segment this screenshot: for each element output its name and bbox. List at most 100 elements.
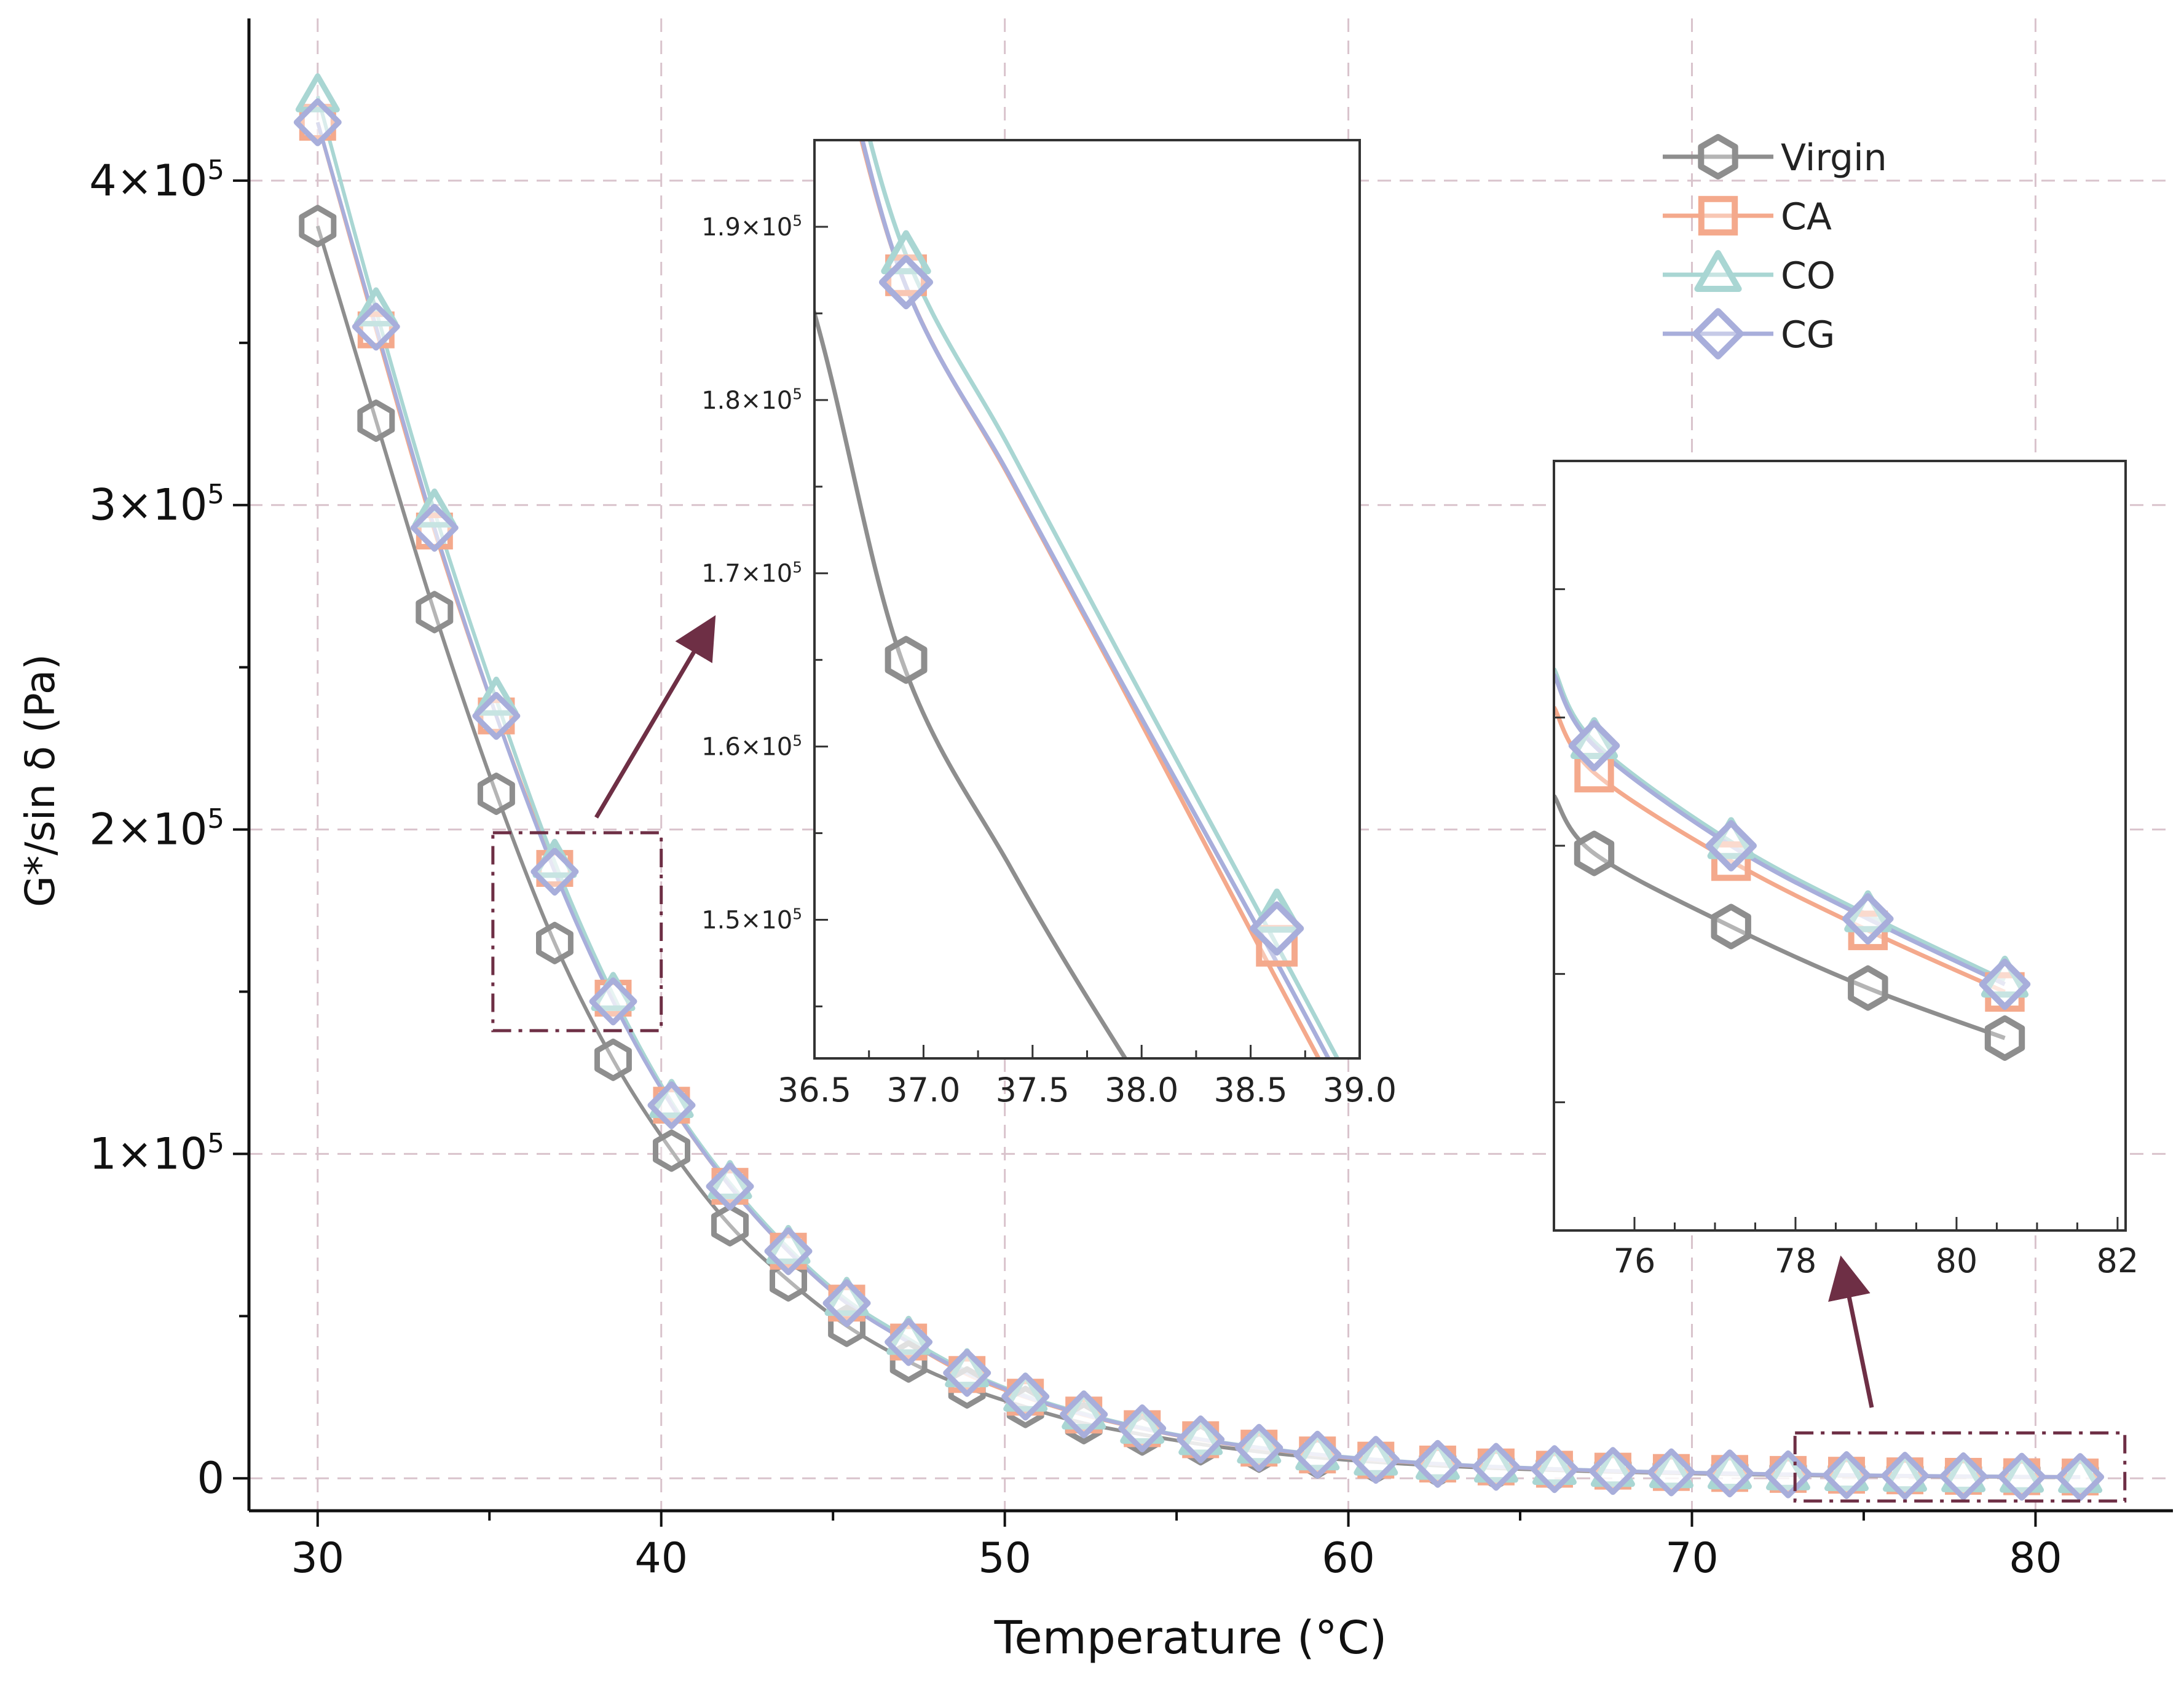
inset-2-x-tick-label: 78 <box>1775 1242 1817 1280</box>
point-cg <box>1413 1439 1462 1488</box>
point-cg <box>1472 1443 1520 1491</box>
point-cg <box>1998 1452 2046 1501</box>
legend-marker-cg <box>1692 308 1744 360</box>
inset-1-point-virgin <box>885 636 928 684</box>
inset-2-point-virgin <box>1711 903 1751 950</box>
inset-1-y-tick-label-mantissa: 1.8×10 <box>701 387 792 415</box>
inset-2-point-co <box>1707 817 1755 859</box>
point-cg <box>1764 1450 1812 1498</box>
point-cg <box>1530 1445 1579 1494</box>
point-co <box>295 73 340 112</box>
y-tick-label: 1×105 <box>89 1128 224 1179</box>
y-tick-label-mantissa: 3×10 <box>89 480 207 530</box>
point-virgin <box>477 773 515 815</box>
zoom-arrow-1 <box>594 615 716 819</box>
inset-2-point-cg <box>1842 893 1894 945</box>
point-co <box>2000 1454 2044 1493</box>
point-cg <box>293 98 342 146</box>
point-cg <box>589 977 637 1026</box>
point-cg <box>1060 1390 1108 1439</box>
point-co <box>708 1160 752 1199</box>
zoom-region-2 <box>1793 1431 2127 1503</box>
y-tick-label: 0 <box>197 1453 224 1503</box>
point-cg <box>472 691 521 740</box>
point-cg <box>885 1318 933 1366</box>
legend-marker-co <box>1694 250 1742 292</box>
zoom-arrow-2 <box>1828 1255 1874 1408</box>
point-cg <box>1647 1448 1695 1497</box>
inset-1-x-tick-label: 38.5 <box>1213 1071 1287 1109</box>
point-cg <box>352 302 400 351</box>
point-cg <box>1001 1372 1050 1421</box>
inset-1-y-tick-label: 1.5×105 <box>701 905 802 934</box>
y-tick-label-mantissa: 1×10 <box>89 1128 207 1179</box>
inset-1-y-tick-label-mantissa: 1.6×10 <box>701 733 792 762</box>
inset-2-series <box>1554 667 2031 1061</box>
point-co <box>766 1225 811 1264</box>
legend-label: CO <box>1781 254 1835 297</box>
y-tick-label-exponent: 5 <box>207 804 224 835</box>
legend-item-co: CO <box>1663 250 1835 297</box>
point-co <box>1062 1390 1106 1430</box>
inset-1-y-tick-label-mantissa: 1.9×10 <box>701 213 792 242</box>
inset-1-point-cg <box>878 255 934 310</box>
point-cg <box>1118 1404 1167 1452</box>
legend-label: CG <box>1781 313 1835 356</box>
x-tick-label: 70 <box>1665 1534 1719 1583</box>
point-virgin <box>711 1204 749 1246</box>
point-co <box>1120 1404 1165 1444</box>
inset-2-x-tick-label: 80 <box>1936 1242 1978 1280</box>
inset-1-y-tick-label-exponent: 5 <box>792 559 802 577</box>
point-co <box>824 1277 869 1316</box>
zoom-region-1 <box>491 831 663 1033</box>
inset-1-x-tick-label: 36.5 <box>778 1071 851 1109</box>
inset-2-plot: 76 78 80 82 <box>1553 460 2139 1280</box>
inset-2-point-virgin <box>1848 965 1888 1011</box>
legend: Virgin CA CO CG <box>1663 134 1887 360</box>
inset-1-point-co <box>881 230 931 275</box>
inset-1-y-tick-label-exponent: 5 <box>792 212 802 230</box>
main-series <box>293 73 2105 1502</box>
point-virgin <box>299 205 337 248</box>
inset-2-background <box>1554 461 2126 1230</box>
point-cg <box>647 1081 696 1130</box>
point-cg <box>1235 1423 1283 1472</box>
legend-marker-ca <box>1698 195 1738 236</box>
y-tick-label-exponent: 5 <box>207 479 224 510</box>
inset-1-y-tick-label: 1.7×105 <box>701 559 802 588</box>
legend-label: Virgin <box>1781 136 1887 179</box>
inset-1-series <box>814 140 1340 1058</box>
point-cg <box>1939 1452 1988 1500</box>
point-co <box>1883 1452 1927 1492</box>
inset-1-x-tick-label: 37.0 <box>886 1071 960 1109</box>
point-co <box>1532 1446 1577 1485</box>
point-cg <box>706 1162 754 1211</box>
inset-2-point-virgin <box>1574 830 1615 876</box>
inset-1-y-tick-label-exponent: 5 <box>792 731 802 749</box>
x-tick-label: 30 <box>291 1534 345 1583</box>
point-co <box>1178 1415 1223 1455</box>
x-axis-title: Temperature (°C) <box>994 1612 1387 1664</box>
y-tick-label-exponent: 5 <box>207 1128 224 1159</box>
inset-1-y-tick-label-mantissa: 1.5×10 <box>701 906 792 934</box>
inset-1-y-tick-label: 1.6×105 <box>701 731 802 761</box>
inset-1-y-tick-label-exponent: 5 <box>792 385 802 403</box>
point-co <box>1766 1451 1810 1490</box>
y-tick-label-mantissa: 2×10 <box>89 805 207 855</box>
y-tick-label-mantissa: 0 <box>197 1453 224 1503</box>
inset-2-point-cg <box>1568 720 1620 771</box>
inset-1-y-tick-label: 1.8×105 <box>701 385 802 415</box>
point-co <box>886 1315 931 1355</box>
y-tick-label: 3×105 <box>89 479 224 530</box>
zoom-boxes <box>491 615 2127 1503</box>
inset-2-x-tick-label: 82 <box>2097 1242 2139 1280</box>
main-axes <box>247 18 2173 1513</box>
point-cg <box>764 1227 813 1275</box>
point-cg <box>1588 1447 1637 1495</box>
y-tick-label: 4×105 <box>89 155 224 206</box>
legend-marker-virgin <box>1698 134 1738 179</box>
point-co <box>945 1348 990 1388</box>
y-tick-label: 2×105 <box>89 804 224 855</box>
point-cg <box>1352 1436 1400 1484</box>
